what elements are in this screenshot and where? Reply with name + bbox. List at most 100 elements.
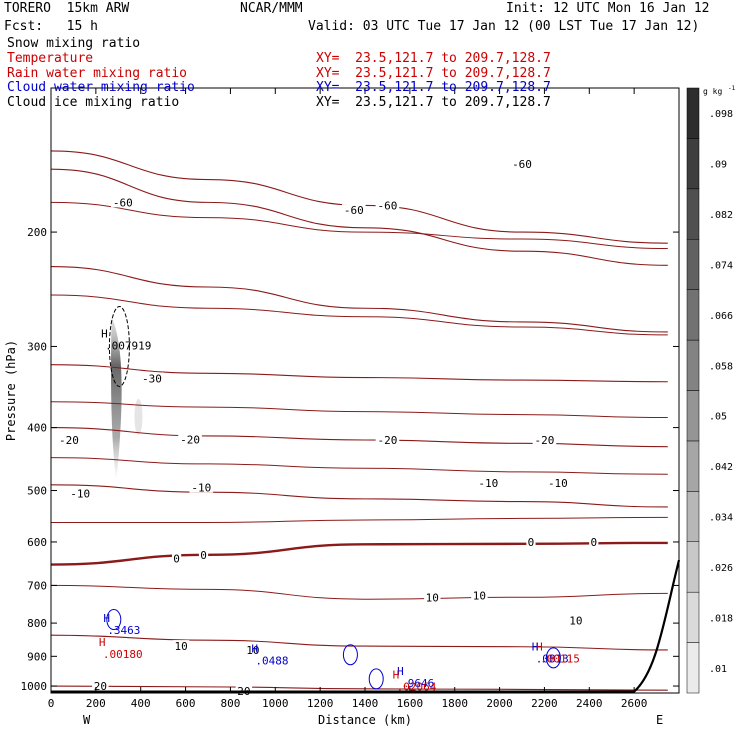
y-tick-label: 1000: [21, 680, 48, 693]
model-title: TORERO 15km ARW: [4, 1, 130, 16]
colorbar-segment: [686, 390, 700, 442]
colorbar-tick-label: .058: [709, 361, 733, 372]
contour-label-bg: [526, 535, 536, 547]
field-snow: Snow mixing ratio: [7, 36, 141, 51]
contour-label: -20: [534, 434, 554, 447]
contour-label-bg: [92, 680, 109, 692]
contour-label: -10: [548, 477, 568, 490]
cloud-water-contour: [368, 668, 384, 690]
colorbar-tick-label: .09: [709, 160, 727, 171]
init-time: Init: 12 UTC Mon 16 Jan 12: [506, 1, 710, 16]
max-value-label: .007919: [105, 340, 151, 353]
colorbar-tick-label: .01: [709, 664, 727, 675]
max-value-label: .9646: [401, 677, 434, 690]
contour-label: 0: [590, 536, 597, 549]
contour-label: -60: [113, 196, 133, 209]
field-cloud-water-xy: XY= 23.5,121.7 to 209.7,128.7: [316, 80, 551, 95]
temperature-contour--60: [50, 150, 668, 244]
colorbar-segment: [686, 87, 700, 139]
temperature-contour-intermediate: [51, 516, 668, 523]
colorbar-segment: [686, 491, 700, 543]
field-cloud-water: Cloud water mixing ratio: [7, 80, 195, 95]
contour-label-bg: [476, 477, 501, 489]
temperature-contour--40: [50, 266, 668, 333]
colorbar-tick-label: .066: [709, 311, 733, 322]
snow-shading: [110, 316, 122, 480]
temperature-contour-intermediate: [50, 457, 668, 475]
y-tick-label: 300: [27, 340, 47, 353]
y-tick-label: 900: [27, 650, 47, 663]
contour-label-bg: [57, 434, 81, 446]
x-tick-label: 600: [176, 697, 196, 710]
colorbar-tick-label: .082: [709, 210, 733, 221]
x-tick-label: 200: [86, 697, 106, 710]
field-temperature-xy: XY= 23.5,121.7 to 209.7,128.7: [316, 51, 551, 66]
contour-label: 10: [174, 640, 187, 653]
x-tick-label: 1600: [397, 697, 424, 710]
temperature-contour-0: [50, 541, 668, 566]
contour-label-bg: [110, 196, 135, 208]
contour-label: -10: [70, 487, 90, 500]
max-value-label: .02064: [397, 681, 437, 694]
max-marker-H: H: [536, 641, 543, 654]
contour-label: -10: [478, 477, 498, 490]
colorbar-tick-label: .042: [709, 462, 733, 473]
colorbar-tick-label: .018: [709, 613, 733, 624]
temperature-contour--30: [50, 364, 668, 383]
field-rain-xy: XY= 23.5,121.7 to 209.7,128.7: [316, 66, 551, 81]
contour-label: 0: [173, 552, 180, 565]
colorbar-segment: [686, 642, 700, 694]
y-tick-label: 600: [27, 536, 47, 549]
terrain-line: [51, 559, 681, 693]
contour-label-bg: [140, 372, 164, 384]
contour-label: -60: [344, 204, 364, 217]
colorbar-segment: [686, 239, 700, 290]
contour-label: 10: [246, 644, 259, 657]
contour-label: 10: [426, 591, 439, 604]
max-marker-H: H: [397, 665, 404, 678]
contour-label-bg: [178, 433, 202, 445]
temperature-contour-10: [50, 634, 668, 651]
colorbar-unit: g kg: [703, 87, 722, 96]
colorbar-unit-exponent: -1: [728, 85, 736, 92]
contour-label-bg: [589, 535, 599, 547]
contour-label-bg: [567, 614, 585, 626]
max-marker-H: H: [101, 328, 108, 341]
temperature-contour-intermediate: [50, 294, 668, 336]
cloud-water-contour: [106, 609, 122, 631]
max-value-label: .00180: [103, 648, 143, 661]
x-tick-label: 1800: [441, 697, 468, 710]
x-tick-label: 1000: [262, 697, 289, 710]
x-tick-label: 1200: [307, 697, 334, 710]
snow-shading-secondary: [134, 398, 143, 435]
colorbar-segment: [686, 440, 700, 492]
x-tick-label: 800: [220, 697, 240, 710]
west-marker: W: [83, 713, 91, 727]
x-tick-label: 2000: [486, 697, 513, 710]
x-tick-label: 2600: [621, 697, 648, 710]
contour-label: -60: [377, 199, 397, 212]
contour-label-bg: [68, 487, 92, 499]
plot-layer: -60-60 -60-60-30-20 -20 -20 -20-10 -10 -10 -100…: [4, 85, 736, 727]
east-marker: E: [656, 713, 663, 727]
contour-label-bg: [235, 684, 253, 696]
contour-label-bg: [172, 552, 182, 564]
contour-label: 0: [528, 536, 535, 549]
x-axis-label: Distance (km): [318, 713, 412, 727]
temperature-contour--50: [50, 168, 668, 266]
field-cloud-ice-xy: XY= 23.5,121.7 to 209.7,128.7: [316, 95, 551, 110]
temperature-contour-intermediate: [50, 201, 668, 250]
x-tick-label: 400: [131, 697, 151, 710]
temperature-contour-intermediate: [50, 584, 668, 600]
contour-label-bg: [424, 591, 441, 603]
colorbar-tick-label: .074: [709, 260, 733, 271]
valid-time: Valid: 03 UTC Tue 17 Jan 12 (00 LST Tue …: [308, 19, 700, 34]
field-rain: Rain water mixing ratio: [7, 66, 188, 81]
contour-label-bg: [189, 481, 214, 493]
max-marker-H: H: [251, 642, 258, 655]
temperature-contour-intermediate: [50, 401, 668, 419]
colorbar-segment: [686, 339, 700, 391]
contour-label: 10: [473, 590, 486, 603]
max-value-label: .0488: [255, 654, 288, 667]
contour-label-bg: [375, 434, 400, 446]
